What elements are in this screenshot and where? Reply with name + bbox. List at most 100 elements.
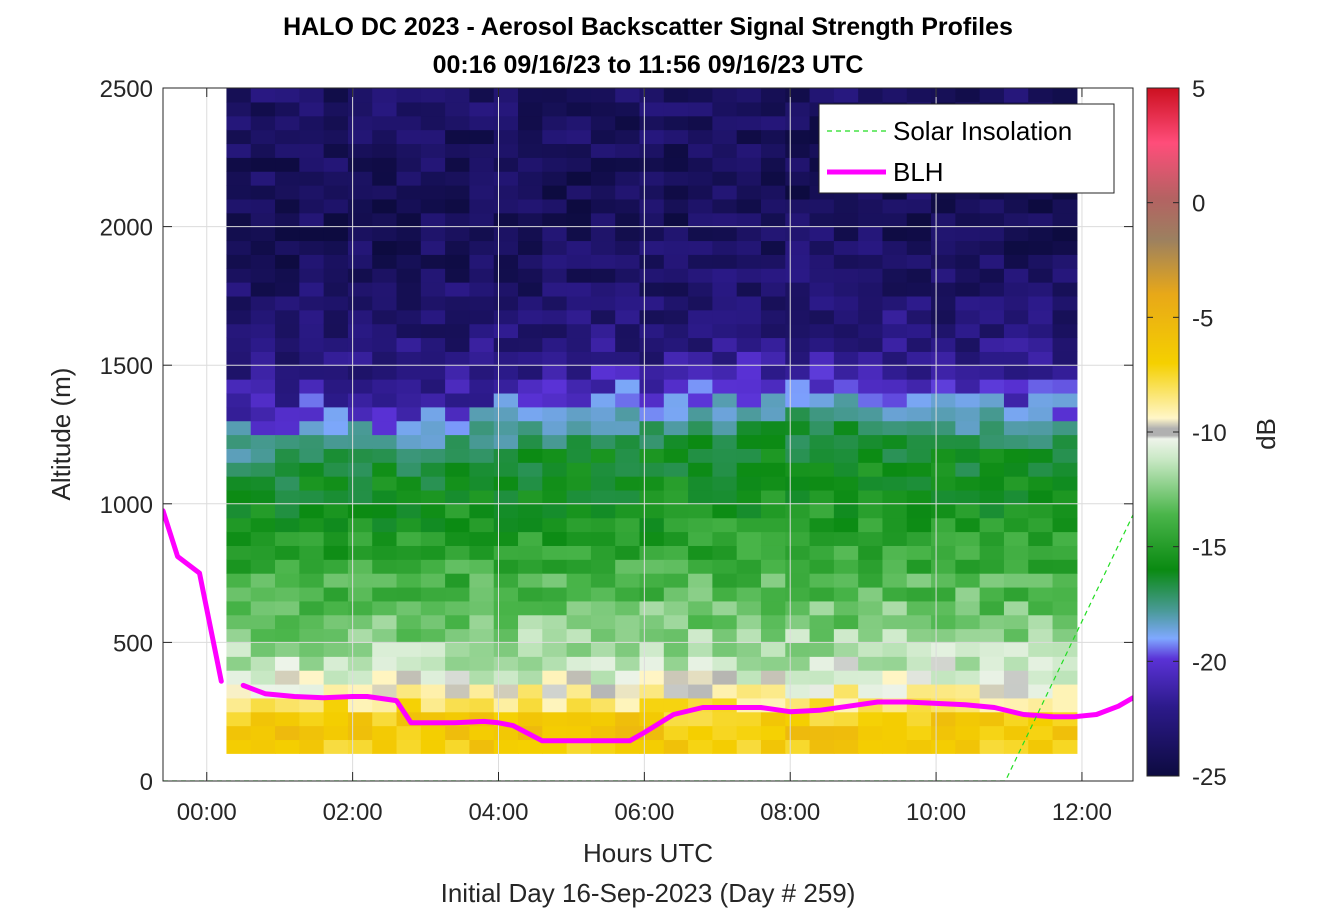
heatmap-cell [882,600,908,616]
heatmap-cell [736,448,762,463]
heatmap-cell [469,642,495,657]
heatmap-cell [615,379,641,394]
heatmap-cell [858,503,884,519]
heatmap-cell [1052,476,1078,491]
heatmap-cell [760,185,786,200]
heatmap-cell [736,614,762,630]
heatmap-cell [372,282,398,297]
heatmap-cell [785,185,811,200]
heatmap-cell [858,517,884,533]
heatmap-cell [347,379,373,394]
heatmap-cell [566,392,592,408]
heatmap-cell [299,101,325,117]
heatmap-cell [688,406,713,422]
heatmap-cell [445,295,471,311]
heatmap-cell [785,282,811,297]
heatmap-cell [275,545,300,560]
heatmap-cell [688,143,713,158]
heatmap-cell [979,323,1005,339]
heatmap-cell [445,462,471,477]
heatmap-cell [809,489,835,505]
heatmap-cell [275,462,300,477]
y-tick-label: 0 [140,769,153,796]
heatmap-cell [931,448,956,463]
heatmap-cell [955,268,981,283]
heatmap-cell [347,295,373,311]
heatmap-cell [955,503,981,519]
heatmap-cell [785,656,811,671]
heatmap-cell [1052,517,1078,533]
heatmap-cell [323,88,349,103]
heatmap-cell [275,476,300,491]
x-axis-ticks: 00:00 02:00 04:00 06:00 08:00 10:00 12:00 [177,88,1112,826]
heatmap-cell [566,462,592,477]
heatmap-cell [372,434,398,449]
heatmap-cell [372,545,398,560]
heatmap-cell [226,628,252,643]
heatmap-cell [493,545,519,560]
heatmap-cell [615,198,641,214]
heatmap-cell [226,157,252,172]
heatmap-cell [518,656,543,671]
heatmap-cell [639,309,665,325]
heatmap-cell [566,614,592,630]
heatmap-cell [445,489,471,505]
heatmap-cell [347,115,373,131]
heatmap-cell [469,351,495,366]
heatmap-cell [275,573,300,588]
heatmap-cell [955,379,981,394]
heatmap-cell [931,683,956,699]
heatmap-cell [396,642,422,657]
heatmap-cell [639,573,665,588]
heatmap-cell [566,351,592,366]
heatmap-cell [1052,448,1078,463]
heatmap-cell [1003,295,1029,311]
heatmap-cell [275,240,300,255]
heatmap-cell [736,476,762,491]
heatmap-cell [809,212,835,228]
heatmap-cell [445,725,471,741]
heatmap-cell [833,711,859,727]
heatmap-cell [1028,240,1054,255]
heatmap-cell [590,725,616,741]
heatmap-cell [1028,614,1054,630]
heatmap-cell [858,489,884,505]
heatmap-cell [785,725,811,741]
heatmap-cell [639,282,665,297]
heatmap-cell [323,476,349,491]
heatmap-cell [347,545,373,560]
heatmap-cell [833,628,859,643]
heatmap-cell [372,309,398,325]
heatmap-cell [493,198,519,214]
heatmap-cell [299,670,325,685]
heatmap-cell [226,268,252,283]
heatmap-cell [639,489,665,505]
heatmap-cell [347,157,373,172]
heatmap-cell [663,614,689,630]
heatmap-cell [518,517,543,533]
heatmap-cell [299,476,325,491]
heatmap-cell [615,642,641,657]
heatmap-cell [226,282,252,297]
heatmap-cell [785,115,811,131]
heatmap-cell [396,434,422,449]
heatmap-cell [590,185,616,200]
heatmap-cell [663,420,689,436]
heatmap-cell [493,448,519,463]
heatmap-cell [250,420,276,436]
heatmap-cell [833,434,859,449]
heatmap-cell [518,711,543,727]
heatmap-cell [420,628,446,643]
heatmap-cell [736,198,762,214]
heatmap-cell [347,185,373,200]
heatmap-cell [712,351,738,366]
heatmap-cell [323,628,349,643]
heatmap-cell [931,392,956,408]
heatmap-cell [979,600,1005,616]
heatmap-cell [785,489,811,505]
heatmap-cell [493,129,519,145]
heatmap-cell [1003,517,1029,533]
heatmap-cell [493,462,519,477]
heatmap-cell [1052,586,1078,602]
